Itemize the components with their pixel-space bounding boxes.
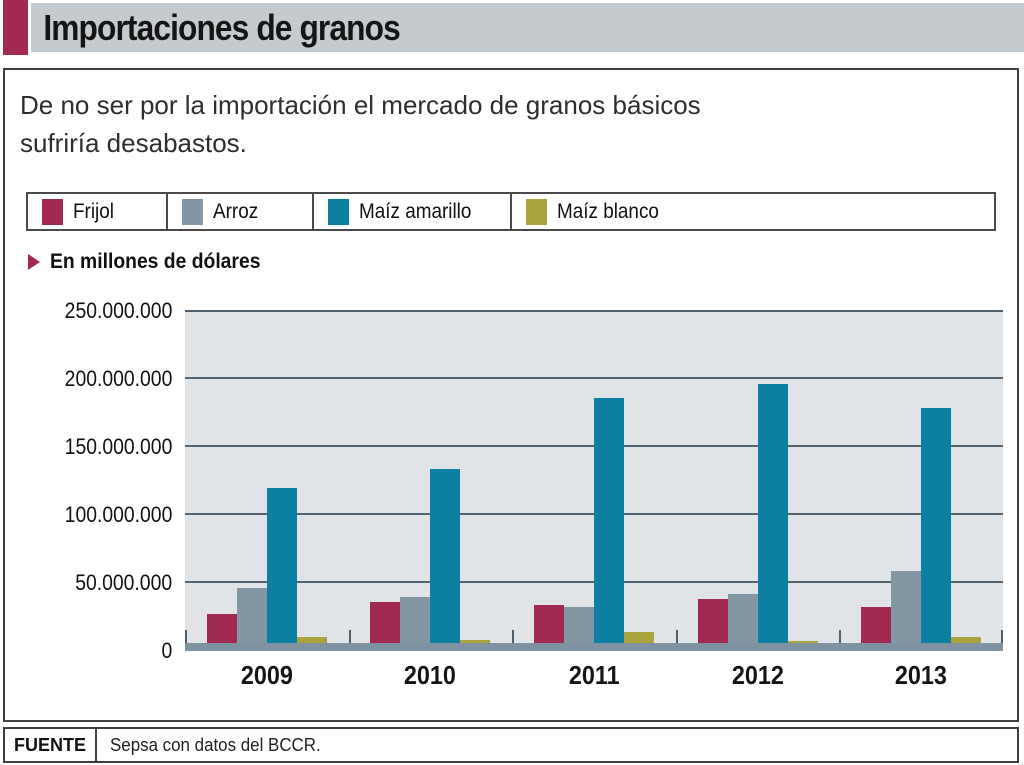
- x-axis-tick: [512, 630, 515, 643]
- x-axis-label: 2009: [240, 659, 293, 690]
- legend-label: Maíz amarillo: [359, 199, 472, 223]
- bar-maíz-amarillo-2012: [757, 384, 788, 651]
- header: Importaciones de granos: [31, 3, 1024, 52]
- x-axis-label: 2012: [731, 659, 784, 690]
- legend-item: Arroz: [168, 194, 314, 229]
- legend-swatch: [42, 198, 63, 225]
- y-axis-tick-label: 200.000.000: [64, 366, 172, 391]
- x-axis-label: 2011: [568, 659, 620, 690]
- bar-maíz-amarillo-2011: [593, 398, 624, 651]
- x-axis-label: 2013: [895, 659, 948, 690]
- header-accent-bar: [3, 0, 28, 55]
- unit-row: En millones de dólares: [28, 250, 279, 274]
- bar-group-2012: [676, 312, 840, 651]
- bar-maíz-amarillo-2013: [921, 407, 952, 651]
- unit-label: En millones de dólares: [50, 250, 261, 273]
- bar-arroz-2010: [400, 596, 431, 651]
- x-axis-tick: [839, 630, 842, 643]
- legend-swatch: [182, 198, 203, 225]
- x-axis-label: 2010: [404, 659, 457, 690]
- gridline: [185, 377, 1003, 379]
- bar-group-2009: [185, 312, 349, 651]
- y-axis-tick-label: 0: [161, 638, 172, 663]
- legend-label: Arroz: [213, 199, 259, 223]
- bar-arroz-2012: [727, 593, 758, 651]
- legend-swatch: [526, 198, 547, 225]
- bar-group-2010: [349, 312, 513, 651]
- source-text: Sepsa con datos del BCCR.: [110, 734, 321, 755]
- arrow-right-icon: [28, 254, 40, 270]
- legend-swatch: [328, 198, 349, 225]
- chart-panel: De no ser por la importación el mercado …: [3, 68, 1019, 722]
- source-label: FUENTE: [5, 729, 97, 761]
- legend-item: Frijol: [28, 194, 168, 229]
- bar-arroz-2009: [236, 588, 267, 651]
- bar-frijol-2010: [370, 602, 401, 651]
- legend-item: Maíz blanco: [512, 194, 994, 229]
- bar-group-2013: [839, 312, 1003, 651]
- x-axis-tick: [675, 630, 678, 643]
- legend-item: Maíz amarillo: [314, 194, 512, 229]
- source-box: FUENTE Sepsa con datos del BCCR.: [3, 727, 1019, 763]
- y-axis-tick-label: 250.000.000: [64, 298, 172, 323]
- legend-label: Maíz blanco: [557, 199, 659, 223]
- page-title: Importaciones de granos: [43, 6, 400, 48]
- y-axis-tick-label: 100.000.000: [64, 502, 172, 527]
- x-axis-tick: [185, 630, 187, 643]
- plot-area: [185, 310, 1003, 651]
- x-axis-tick: [1001, 630, 1003, 643]
- y-axis-tick-label: 150.000.000: [64, 434, 172, 459]
- x-axis-tick: [348, 630, 351, 643]
- x-axis-baseline: [185, 643, 1003, 651]
- bar-group-2011: [512, 312, 676, 651]
- bar-frijol-2012: [697, 599, 728, 651]
- bar-maíz-amarillo-2009: [266, 487, 297, 651]
- legend-label: Frijol: [73, 199, 114, 223]
- y-axis-tick-label: 50.000.000: [75, 570, 172, 595]
- chart-subtitle: De no ser por la importación el mercado …: [20, 90, 701, 158]
- legend: Frijol Arroz Maíz amarillo Maíz blanco: [26, 192, 996, 231]
- bar-arroz-2013: [891, 570, 922, 651]
- y-axis: 250.000.000 200.000.000 150.000.000 100.000…: [5, 298, 172, 663]
- x-axis-labels: 2009 2010 2011 2012 2013: [185, 658, 1003, 692]
- bar-maíz-amarillo-2010: [430, 468, 461, 651]
